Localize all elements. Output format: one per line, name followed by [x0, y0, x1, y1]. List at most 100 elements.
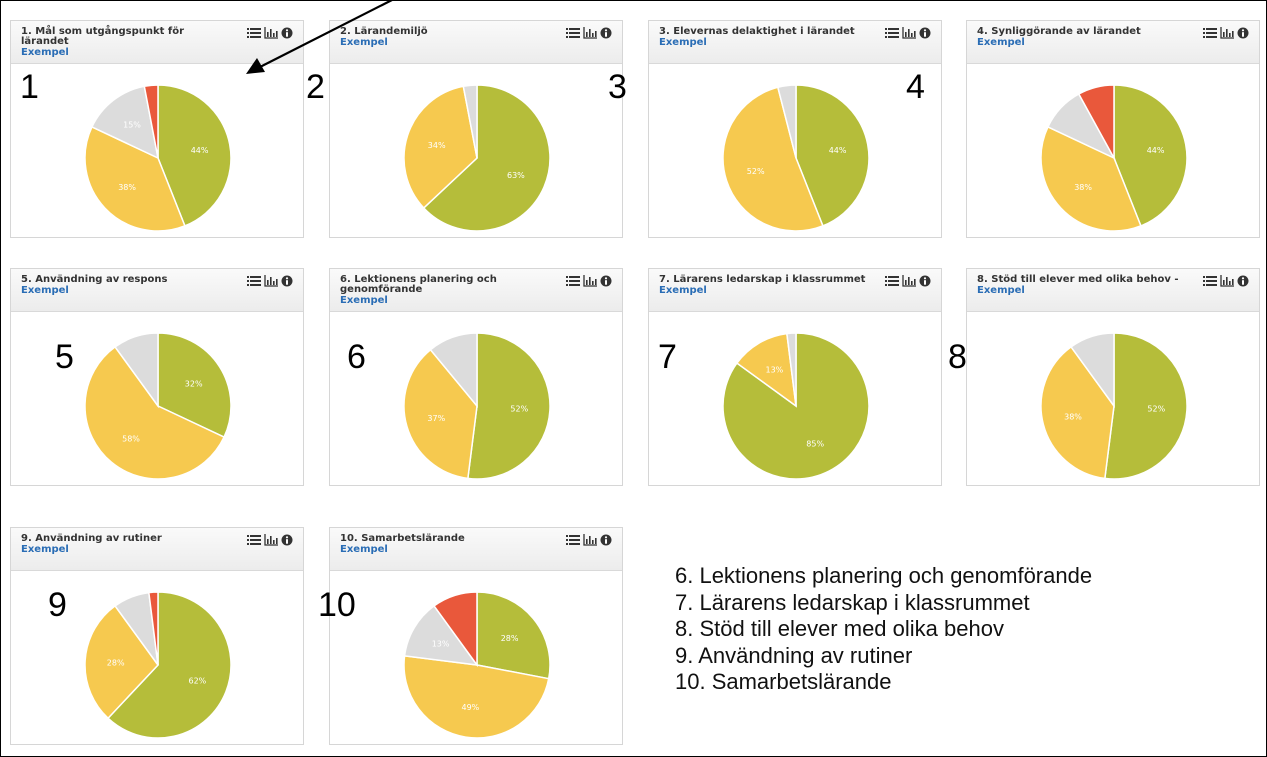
- pie-slice-green[interactable]: [467, 332, 551, 480]
- chart-number: 2: [306, 68, 325, 106]
- pie-chart: 32% 58%: [84, 332, 232, 480]
- list-icon[interactable]: [247, 275, 261, 287]
- pie-slice-grey[interactable]: [776, 84, 797, 159]
- pie-slice-green[interactable]: [1104, 332, 1188, 480]
- pie-slice-yellow[interactable]: [403, 85, 478, 210]
- pie-slice-yellow[interactable]: [1040, 125, 1142, 232]
- pie-slice-green[interactable]: [157, 332, 232, 439]
- info-icon[interactable]: [919, 27, 933, 39]
- pie-slice-yellow[interactable]: [84, 125, 186, 232]
- legend: 6. Lektionens planering och genomförande…: [675, 563, 1092, 696]
- list-icon[interactable]: [566, 275, 580, 287]
- bar-chart-icon[interactable]: [902, 275, 916, 287]
- info-icon[interactable]: [919, 275, 933, 287]
- card-tools: [566, 26, 614, 40]
- arrow-head: [246, 58, 265, 74]
- list-icon[interactable]: [885, 275, 899, 287]
- list-icon[interactable]: [1203, 27, 1217, 39]
- card-title: 3. Elevernas delaktighet i lärandet Exemp…: [659, 27, 869, 49]
- chart-card: 8. Stöd till elever med olika behov - Exe…: [966, 268, 1260, 486]
- example-link[interactable]: Exempel: [659, 285, 707, 296]
- pie-slice-green[interactable]: [157, 84, 232, 227]
- example-link[interactable]: Exempel: [977, 285, 1025, 296]
- pie-slice-yellow[interactable]: [84, 345, 226, 480]
- example-link[interactable]: Exempel: [21, 47, 69, 58]
- list-icon[interactable]: [247, 27, 261, 39]
- pie-slice-green[interactable]: [106, 591, 232, 739]
- pie-slice-grey[interactable]: [429, 332, 478, 409]
- legend-item: 10. Samarbetslärande: [675, 669, 892, 694]
- card-title: 2. Lärandemiljö Exempel: [340, 27, 550, 49]
- pie-slice-label: 85%: [806, 440, 824, 449]
- list-icon[interactable]: [566, 534, 580, 546]
- list-icon[interactable]: [247, 534, 261, 546]
- pie-slice-grey[interactable]: [403, 604, 479, 666]
- pie-slice-label: 62%: [189, 677, 207, 686]
- bar-chart-icon[interactable]: [1220, 27, 1234, 39]
- bar-chart-icon[interactable]: [1220, 275, 1234, 287]
- pie-slice-yellow[interactable]: [735, 332, 797, 408]
- example-link[interactable]: Exempel: [21, 544, 69, 555]
- pie-slice-red[interactable]: [148, 591, 159, 666]
- pie-slice-green[interactable]: [422, 84, 551, 232]
- pie-slice-red[interactable]: [433, 591, 478, 668]
- list-icon[interactable]: [566, 27, 580, 39]
- example-link[interactable]: Exempel: [340, 544, 388, 555]
- pie-slice-grey[interactable]: [1070, 332, 1115, 409]
- bar-chart-icon[interactable]: [902, 27, 916, 39]
- example-link[interactable]: Exempel: [340, 37, 388, 48]
- pie-slice-yellow[interactable]: [403, 655, 550, 739]
- pie-slice-label: 44%: [829, 146, 847, 155]
- example-link[interactable]: Exempel: [659, 37, 707, 48]
- pie-slice-grey[interactable]: [114, 332, 159, 409]
- pie-slice-yellow[interactable]: [1040, 345, 1115, 480]
- chart-card: 7. Lärarens ledarskap i klassrummet Exemp…: [648, 268, 942, 486]
- bar-chart-icon[interactable]: [264, 534, 278, 546]
- card-tools: [885, 26, 933, 40]
- pie-slice-grey[interactable]: [90, 85, 160, 160]
- pie-slice-label: 13%: [432, 639, 450, 648]
- chart-number: 4: [906, 68, 925, 106]
- bar-chart-icon[interactable]: [583, 27, 597, 39]
- pie-slice-grey[interactable]: [462, 84, 478, 159]
- card-title-text: 5. Användning av respons: [21, 274, 168, 285]
- pie-slice-label: 52%: [510, 405, 528, 414]
- pie-slice-yellow[interactable]: [722, 86, 824, 232]
- pie-slice-grey[interactable]: [786, 332, 797, 407]
- bar-chart-icon[interactable]: [583, 275, 597, 287]
- info-icon[interactable]: [600, 534, 614, 546]
- bar-chart-icon[interactable]: [583, 534, 597, 546]
- info-icon[interactable]: [600, 27, 614, 39]
- example-link[interactable]: Exempel: [340, 295, 388, 306]
- pie-slice-green[interactable]: [795, 84, 870, 227]
- pie-slice-label: 32%: [185, 379, 203, 388]
- pie-slice-red[interactable]: [143, 84, 159, 159]
- card-tools: [247, 26, 295, 40]
- example-link[interactable]: Exempel: [977, 37, 1025, 48]
- pie-slice-red[interactable]: [1077, 84, 1115, 159]
- info-icon[interactable]: [1237, 275, 1251, 287]
- pie-slice-yellow[interactable]: [403, 348, 478, 480]
- info-icon[interactable]: [600, 275, 614, 287]
- pie-slice-yellow[interactable]: [84, 604, 159, 720]
- chart-number: 10: [318, 586, 356, 624]
- card-title-text: 10. Samarbetslärande: [340, 533, 465, 544]
- arrow-shaft: [257, 0, 393, 69]
- pie-slice-label: 49%: [462, 703, 480, 712]
- pie-chart: 52% 37%: [403, 332, 551, 480]
- info-icon[interactable]: [281, 27, 295, 39]
- info-icon[interactable]: [281, 275, 295, 287]
- bar-chart-icon[interactable]: [264, 27, 278, 39]
- pie-slice-green[interactable]: [1113, 84, 1188, 227]
- example-link[interactable]: Exempel: [21, 285, 69, 296]
- bar-chart-icon[interactable]: [264, 275, 278, 287]
- info-icon[interactable]: [281, 534, 295, 546]
- chart-number: 1: [20, 68, 39, 106]
- card-header: 9. Användning av rutiner Exempel: [11, 528, 303, 571]
- info-icon[interactable]: [1237, 27, 1251, 39]
- list-icon[interactable]: [1203, 275, 1217, 287]
- list-icon[interactable]: [885, 27, 899, 39]
- pie-slice-green[interactable]: [476, 591, 551, 680]
- card-header: 4. Synliggörande av lärandet Exempel: [967, 21, 1259, 64]
